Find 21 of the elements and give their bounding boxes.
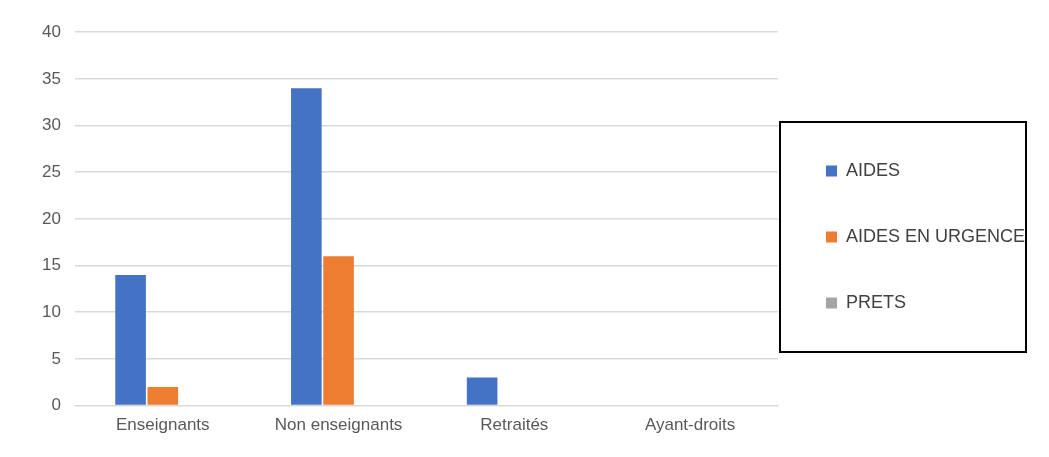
y-tick-label: 5 (51, 348, 61, 368)
x-tick-label: Retraités (480, 415, 549, 435)
x-tick-label: Enseignants (116, 415, 210, 435)
x-tick-label: Non enseignants (274, 415, 403, 435)
y-tick-label: 25 (41, 161, 61, 181)
bar (466, 377, 498, 405)
bar (291, 88, 322, 405)
y-tick-label: 40 (41, 21, 61, 41)
y-tick-label: 10 (41, 301, 61, 321)
y-tick-label: 20 (41, 208, 61, 228)
y-tick-label: 35 (41, 68, 61, 88)
legend-label: AIDES (846, 159, 901, 180)
y-tick-label: 30 (41, 115, 61, 135)
bar (115, 274, 146, 405)
bar (323, 256, 354, 405)
y-tick-label: 15 (41, 255, 61, 275)
x-tick-label: Ayant-droits (644, 415, 736, 435)
legend-label: AIDES EN URGENCE (846, 225, 1026, 246)
y-tick-label: 0 (51, 395, 61, 415)
bar (147, 386, 179, 405)
legend-label: PRETS (846, 291, 907, 312)
